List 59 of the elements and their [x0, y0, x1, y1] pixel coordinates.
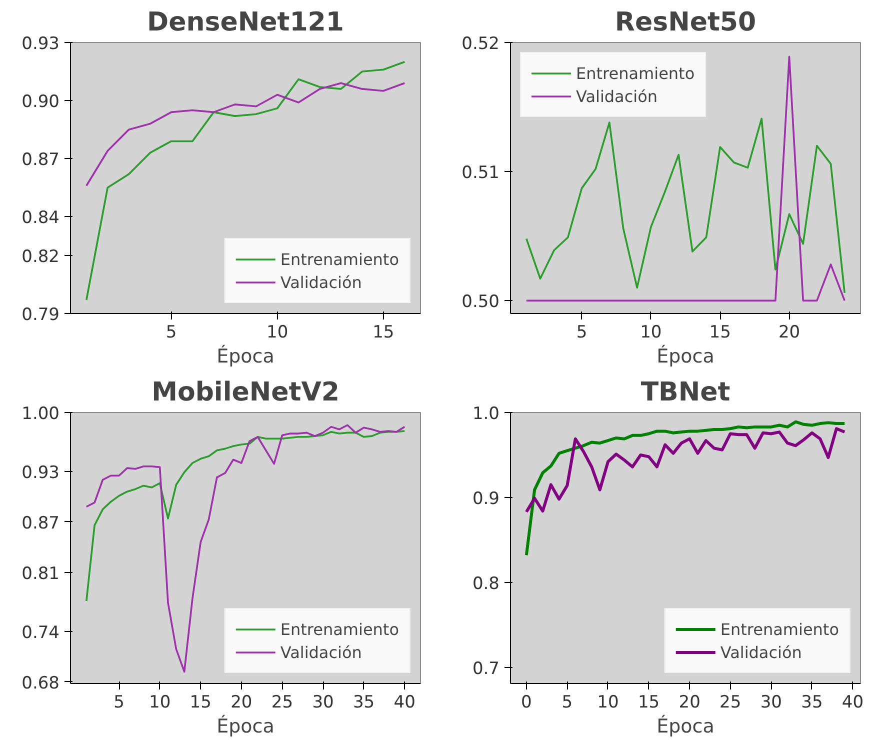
x-tick-label: 35 [352, 692, 375, 712]
x-tick-label: 30 [312, 692, 334, 712]
y-tick-label: 0.87 [22, 150, 60, 170]
x-tick-label: 10 [597, 692, 619, 712]
y-tick-label: 0.93 [22, 34, 60, 54]
y-tick-label: 0.81 [22, 564, 60, 584]
x-tick-label: 15 [638, 692, 660, 712]
x-tick-label: 5 [562, 692, 573, 712]
y-tick-label: 1.0 [472, 404, 500, 424]
legend-label: Entrenamiento [720, 620, 839, 638]
x-tick-label: 40 [394, 692, 416, 712]
y-tick-label: 1.00 [22, 404, 60, 424]
x-tick-label: 5 [114, 692, 124, 712]
chart-title: MobileNetV2 [152, 378, 340, 408]
legend-label: Validación [576, 86, 658, 106]
legend-label: Entrenamiento [280, 250, 399, 268]
x-tick-label: 10 [266, 322, 288, 342]
legend-label: Validación [720, 642, 802, 662]
x-tick-label: 15 [709, 322, 731, 342]
y-tick-label: 0.82 [22, 246, 60, 267]
chart-title: TBNet [640, 378, 730, 408]
y-tick-label: 0.50 [462, 292, 500, 312]
y-tick-label: 0.74 [22, 622, 60, 643]
x-tick-label: 10 [149, 692, 171, 712]
y-tick-label: 0.8 [472, 574, 500, 594]
x-tick-label: 10 [640, 322, 662, 342]
x-tick-label: 5 [576, 322, 588, 342]
x-tick-label: 15 [190, 692, 212, 712]
y-tick-label: 0.79 [22, 305, 60, 325]
y-tick-label: 0.90 [22, 92, 60, 112]
y-tick-label: 0.93 [22, 462, 60, 483]
x-tick-label: 35 [801, 692, 823, 712]
y-tick-label: 0.51 [462, 163, 500, 184]
x-tick-label: 15 [372, 322, 394, 342]
x-axis-title: Época [216, 344, 274, 368]
y-tick-label: 0.87 [22, 513, 60, 534]
x-axis-title: Época [216, 714, 274, 738]
legend-label: Entrenamiento [576, 64, 695, 82]
y-tick-label: 0.68 [22, 673, 60, 694]
y-tick-label: 0.7 [472, 658, 500, 679]
chart-title: DenseNet121 [147, 8, 344, 38]
x-axis-title: Época [656, 344, 714, 368]
x-tick-label: 25 [271, 692, 294, 712]
x-tick-label: 30 [760, 692, 782, 712]
legend-label: Validación [280, 642, 362, 662]
x-tick-label: 20 [678, 692, 700, 712]
y-tick-label: 0.52 [462, 34, 500, 54]
x-tick-label: 0 [521, 692, 532, 712]
x-tick-label: 40 [842, 692, 864, 712]
y-tick-label: 0.84 [22, 208, 60, 228]
legend-label: Entrenamiento [280, 620, 399, 638]
x-tick-label: 20 [230, 692, 252, 712]
legend-label: Validación [280, 272, 362, 292]
chart-title: ResNet50 [614, 8, 756, 38]
x-tick-label: 5 [166, 322, 177, 342]
x-axis-title: Época [656, 714, 714, 738]
y-tick-label: 0.9 [472, 488, 500, 509]
x-tick-label: 25 [720, 692, 742, 712]
x-tick-label: 20 [778, 322, 800, 342]
